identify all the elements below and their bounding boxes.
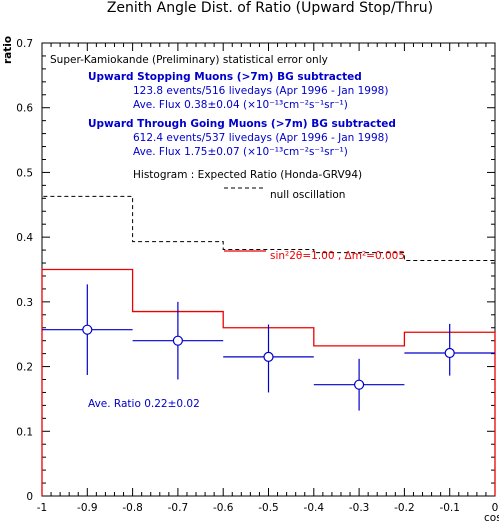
y-tick-label: 0.5 bbox=[16, 167, 33, 179]
y-tick-label: 0.2 bbox=[16, 362, 33, 374]
stop-events: 123.8 events/516 livedays (Apr 1996 - Ja… bbox=[133, 85, 388, 97]
x-tick-label: -0.6 bbox=[213, 502, 234, 514]
y-tick-label: 0.7 bbox=[16, 38, 33, 50]
y-tick-label: 0 bbox=[26, 491, 33, 503]
x-tick-label: -0.5 bbox=[258, 502, 279, 514]
annotations: Super-Kamiokande (Preliminary) statistic… bbox=[50, 54, 405, 410]
x-tick-label: -0.3 bbox=[349, 502, 370, 514]
stop-title: Upward Stopping Muons (>7m) BG subtracte… bbox=[88, 71, 362, 83]
data-point bbox=[42, 284, 133, 375]
osc-legend-text: sin²2θ=1.00 , Δm²=0.005 bbox=[270, 250, 405, 262]
ave-ratio-text: Ave. Ratio 0.22±0.02 bbox=[88, 398, 200, 410]
data-point bbox=[313, 358, 405, 411]
null-legend-text: null oscillation bbox=[270, 189, 345, 201]
chart-title: Zenith Angle Dist. of Ratio (Upward Stop… bbox=[107, 0, 433, 16]
y-axis-label: ratio bbox=[2, 36, 14, 64]
header-text: Super-Kamiokande (Preliminary) statistic… bbox=[50, 54, 328, 66]
x-tick-label: -1 bbox=[37, 502, 47, 514]
x-tick-label: -0.2 bbox=[394, 502, 415, 514]
data-points bbox=[42, 284, 495, 411]
thru-flux: Ave. Flux 1.75±0.07 (×10⁻¹³cm⁻²s⁻¹sr⁻¹) bbox=[133, 146, 348, 158]
x-axis-label: cosθ bbox=[484, 512, 499, 524]
y-tick-label: 0.6 bbox=[16, 103, 33, 115]
x-tick-label: -0.8 bbox=[122, 502, 143, 514]
thru-title: Upward Through Going Muons (>7m) BG subt… bbox=[88, 118, 396, 130]
data-marker bbox=[354, 379, 365, 390]
data-marker bbox=[82, 324, 93, 335]
data-point bbox=[223, 324, 314, 393]
y-tick-label: 0.4 bbox=[16, 232, 33, 244]
x-tick-label: 0 bbox=[492, 502, 499, 514]
data-point bbox=[404, 323, 495, 376]
stop-flux: Ave. Flux 0.38±0.04 (×10⁻¹³cm⁻²s⁻¹sr⁻¹) bbox=[133, 99, 348, 111]
thru-events: 612.4 events/537 livedays (Apr 1996 - Ja… bbox=[133, 132, 388, 144]
data-marker bbox=[444, 347, 455, 359]
data-point bbox=[132, 301, 224, 380]
histogram-label: Histogram : Expected Ratio (Honda-GRV94) bbox=[133, 169, 362, 181]
y-tick-label: 0.1 bbox=[16, 426, 33, 438]
x-tick-label: -0.1 bbox=[439, 502, 460, 514]
x-tick-label: -0.7 bbox=[168, 502, 189, 514]
data-marker bbox=[172, 335, 183, 346]
data-marker bbox=[263, 351, 274, 362]
x-tick-label: -0.4 bbox=[304, 502, 325, 514]
y-tick-label: 0.3 bbox=[16, 297, 33, 309]
x-tick-label: -0.9 bbox=[77, 502, 98, 514]
